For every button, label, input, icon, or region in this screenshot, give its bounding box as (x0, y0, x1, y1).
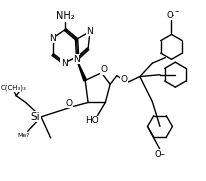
Text: N: N (61, 59, 68, 68)
Text: HO: HO (85, 116, 99, 125)
Text: Si: Si (30, 112, 40, 122)
Text: N: N (87, 27, 93, 36)
Polygon shape (77, 59, 87, 81)
Text: N: N (73, 55, 80, 64)
Text: O–: O– (166, 11, 177, 20)
Text: O: O (101, 65, 108, 74)
Text: –: – (174, 7, 178, 16)
Text: N: N (49, 34, 56, 43)
Text: O: O (120, 75, 127, 84)
Text: C(CH₃)₃: C(CH₃)₃ (0, 85, 26, 91)
Text: O–: O– (154, 150, 165, 159)
Text: NH₂: NH₂ (56, 11, 74, 21)
Text: O: O (66, 99, 72, 108)
Text: Me?: Me? (18, 132, 30, 138)
